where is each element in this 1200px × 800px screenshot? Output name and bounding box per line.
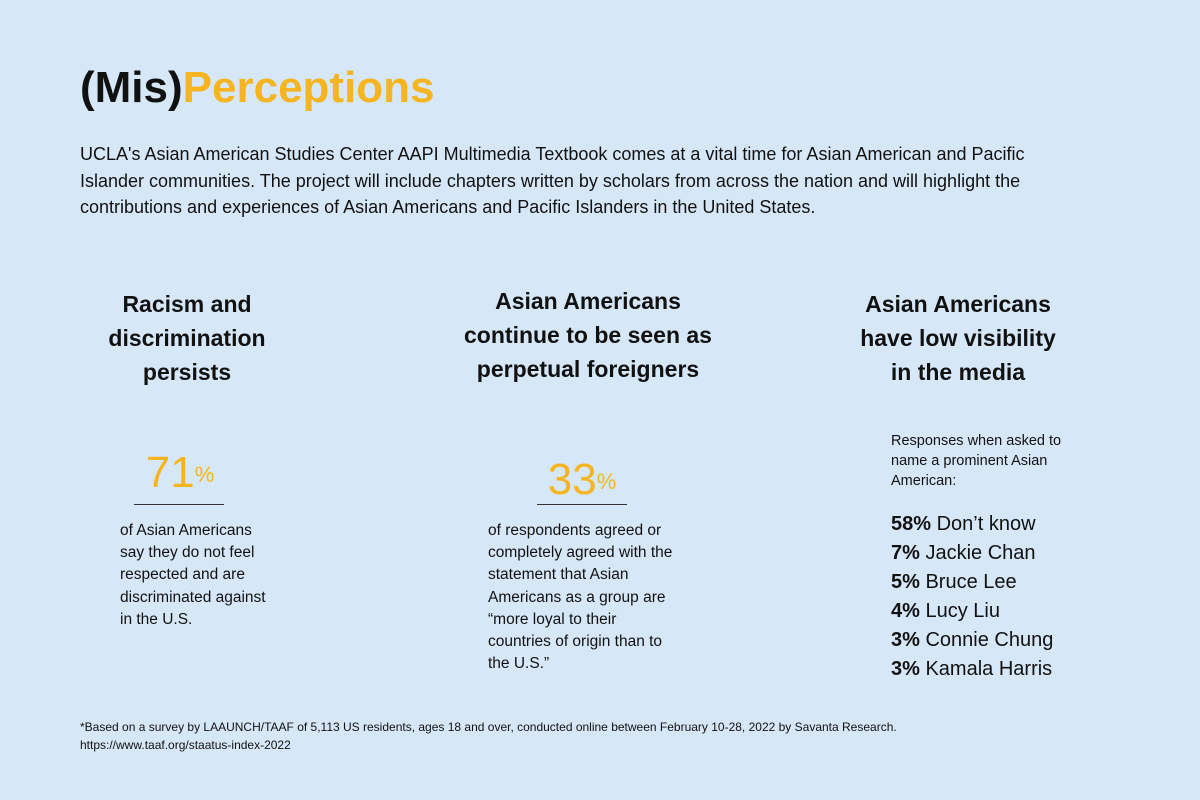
list-item: 7% Jackie Chan: [891, 539, 1191, 568]
response-name: Bruce Lee: [925, 571, 1017, 593]
footnote-url: https://www.taaf.org/staatus-index-2022: [80, 738, 291, 752]
list-item: 4% Lucy Liu: [891, 597, 1191, 626]
list-item: 3% Connie Chung: [891, 626, 1191, 655]
response-name: Don’t know: [936, 513, 1036, 535]
response-pct: 7%: [891, 542, 920, 564]
response-pct: 3%: [891, 658, 920, 680]
response-name: Lucy Liu: [925, 600, 1000, 622]
intro-paragraph: UCLA's Asian American Studies Center AAP…: [80, 144, 1025, 217]
stat-divider: [134, 504, 224, 505]
title-prefix: (Mis): [80, 63, 183, 112]
response-pct: 3%: [891, 629, 920, 651]
column-heading-visibility: Asian Americans have low visibility in t…: [860, 291, 1056, 385]
stat-racism-description: of Asian Americans say they do not feel …: [120, 522, 266, 628]
column-heading-foreigners: Asian Americans continue to be seen as p…: [464, 288, 712, 382]
response-name: Kamala Harris: [925, 658, 1053, 680]
response-pct: 58%: [891, 513, 932, 535]
stat-divider: [537, 504, 627, 505]
response-list: 58% Don’t know 7% Jackie Chan 5% Bruce L…: [891, 510, 1191, 684]
footnote-text: *Based on a survey by LAAUNCH/TAAF of 5,…: [80, 720, 897, 734]
list-item: 5% Bruce Lee: [891, 568, 1191, 597]
list-item: 58% Don’t know: [891, 510, 1191, 539]
footnote: *Based on a survey by LAAUNCH/TAAF of 5,…: [80, 718, 1130, 754]
response-name: Connie Chung: [925, 629, 1054, 651]
page-title: (Mis)Perceptions: [80, 60, 435, 116]
stat-foreigners-value: 33: [547, 455, 597, 504]
stat-foreigners-description: of respondents agreed or completely agre…: [488, 522, 673, 673]
stat-foreigners-unit: %: [596, 469, 617, 494]
stat-racism-unit: %: [194, 462, 215, 487]
stat-foreigners: 33%: [502, 455, 662, 505]
column-heading-racism: Racism and discrimination persists: [108, 291, 266, 385]
list-item: 3% Kamala Harris: [891, 655, 1191, 684]
survey-prompt: Responses when asked to name a prominent…: [891, 433, 1062, 489]
response-pct: 4%: [891, 600, 920, 622]
stat-racism: 71%: [100, 448, 260, 498]
response-pct: 5%: [891, 571, 920, 593]
stat-racism-value: 71: [145, 448, 195, 497]
response-name: Jackie Chan: [925, 542, 1036, 564]
title-accent: Perceptions: [182, 63, 435, 112]
